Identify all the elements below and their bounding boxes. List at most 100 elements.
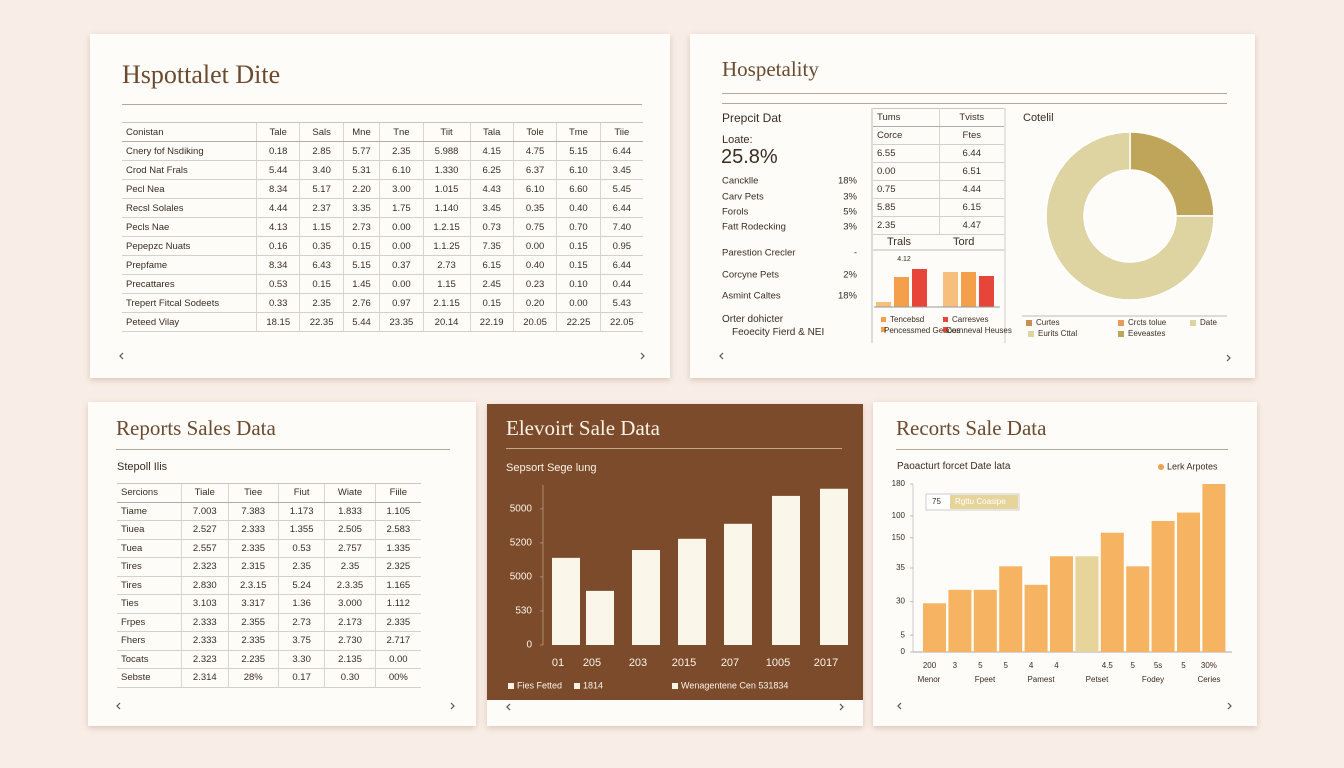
- divider: [506, 448, 842, 449]
- table: Conistan Tale Sals Mne Tne Tiit Tala Tole Tme Tii…: [122, 122, 643, 332]
- divider: [116, 449, 450, 450]
- cell: 2.717: [374, 631, 421, 651]
- cell: 28%: [227, 668, 279, 688]
- cell: 2.323: [181, 650, 229, 669]
- cell: 2.315: [227, 557, 279, 577]
- cell: 4.44: [256, 198, 300, 218]
- cell: 2.20: [342, 179, 380, 199]
- cell: 0.00: [873, 162, 940, 181]
- header-cell: Tme: [556, 122, 601, 142]
- footer-text: Orter dohicter: [722, 314, 784, 325]
- cell: 0.97: [379, 293, 424, 313]
- cell: 7.35: [469, 236, 514, 256]
- cell: 2.333: [227, 520, 279, 540]
- cell: 2.730: [324, 631, 376, 651]
- row: Ties 3.103 3.317 1.36 3.000 1.112: [117, 594, 421, 614]
- chart-header: Trals: [887, 236, 912, 248]
- title: Reports Sales Data: [116, 416, 276, 440]
- cell: 0.70: [556, 217, 601, 237]
- header-row: Tums Tvists: [873, 108, 1004, 127]
- cell: 22.05: [599, 312, 643, 332]
- header-cell: Tala: [469, 122, 514, 142]
- cell: 2.173: [324, 613, 376, 632]
- cell: 0.35: [512, 198, 557, 218]
- subtitle: Paoacturt forcet Date lata: [897, 461, 1011, 472]
- cell: 6.51: [938, 162, 1004, 181]
- cell: 6.55: [873, 144, 940, 163]
- panel: [873, 402, 1257, 726]
- cell: 1.140: [422, 198, 470, 218]
- kpi: 25.8%: [721, 146, 778, 168]
- cell: 6.10: [512, 179, 557, 199]
- row: Prepfame 8.34 6.43 5.15 0.37 2.73 6.15 0.40 0.15…: [122, 255, 643, 275]
- cell: 6.44: [599, 198, 643, 218]
- header-cell: Wiate: [324, 483, 376, 503]
- header-cell: Tiie: [599, 122, 643, 142]
- cell: Cnery fof Nsdiking: [122, 141, 257, 161]
- cell: 5.31: [342, 160, 380, 180]
- title: Hspottalet Dite: [122, 60, 281, 89]
- cell: 1.1.25: [422, 236, 470, 256]
- cell: 5.17: [299, 179, 344, 199]
- cell: 2.527: [181, 520, 229, 540]
- footer-text: Feoecity Fierd & NEI: [732, 327, 825, 338]
- cell: 2.235: [227, 650, 279, 669]
- header-cell: Fiut: [277, 483, 325, 503]
- cell: 5.15: [556, 141, 601, 161]
- cell: Peteed Vilay: [122, 312, 257, 332]
- row: Tires 2.830 2.3.15 5.24 2.3.35 1.165: [117, 576, 421, 595]
- cell: Pepepzc Nuats: [122, 236, 257, 256]
- row: Fhers 2.333 2.335 3.75 2.730 2.717: [117, 631, 421, 651]
- divider: [722, 93, 1227, 94]
- title: Recorts Sale Data: [896, 416, 1047, 440]
- row: Peteed Vilay 18.15 22.35 5.44 23.35 20.14 22.1…: [122, 312, 643, 332]
- cell: 1.355: [277, 520, 325, 540]
- cell: 2.1.15: [422, 293, 470, 313]
- cell: 2.505: [324, 520, 376, 540]
- cell: 0.00: [512, 236, 557, 256]
- cell: 00%: [374, 668, 421, 688]
- cell: 0.75: [512, 217, 557, 237]
- header-cell: Tiale: [181, 483, 229, 503]
- row: Corce Ftes: [873, 126, 1004, 145]
- cell: 0.00: [379, 217, 424, 237]
- title: Elevoirt Sale Data: [506, 416, 660, 440]
- panel: [487, 404, 863, 700]
- subtitle: Stepoll Ilis: [117, 461, 168, 473]
- cell: 2.830: [181, 576, 229, 595]
- cell: 0.53: [277, 539, 325, 558]
- row: Tocats 2.323 2.235 3.30 2.135 0.00: [117, 650, 421, 669]
- cell: 0.37: [379, 255, 424, 275]
- cell: 2.135: [324, 650, 376, 669]
- cell: 4.47: [938, 216, 1004, 235]
- cell: 2.757: [324, 539, 376, 558]
- header-cell: Sercions: [117, 483, 182, 503]
- table: Sercions Tiale Tiee Fiut Wiate Fiile Tiame 7.00…: [117, 483, 421, 688]
- cell: 4.13: [256, 217, 300, 237]
- row: Tuea 2.557 2.335 0.53 2.757 1.335: [117, 539, 421, 558]
- cell: 2.3.15: [227, 576, 279, 595]
- cell: 23.35: [379, 312, 424, 332]
- cell: 3.103: [181, 594, 229, 614]
- cell: Tiame: [117, 502, 182, 521]
- cell: 2.333: [181, 631, 229, 651]
- cell: 6.60: [556, 179, 601, 199]
- cell: 7.003: [181, 502, 229, 521]
- cell: 1.15: [299, 217, 344, 237]
- cell: 4.43: [469, 179, 514, 199]
- cell: 2.35: [299, 293, 344, 313]
- cell: Tocats: [117, 650, 182, 669]
- cell: 5.15: [342, 255, 380, 275]
- header-cell: Mne: [342, 122, 380, 142]
- cell: 2.335: [227, 631, 279, 651]
- cell: 22.35: [299, 312, 344, 332]
- heading: Prepcit Dat: [722, 111, 782, 125]
- cell: 0.17: [277, 668, 325, 688]
- cell: 6.44: [599, 255, 643, 275]
- cell: 2.355: [227, 613, 279, 632]
- cell: 5.77: [342, 141, 380, 161]
- cell: 3.00: [379, 179, 424, 199]
- cell: 5.24: [277, 576, 325, 595]
- label: Loate:: [722, 134, 753, 146]
